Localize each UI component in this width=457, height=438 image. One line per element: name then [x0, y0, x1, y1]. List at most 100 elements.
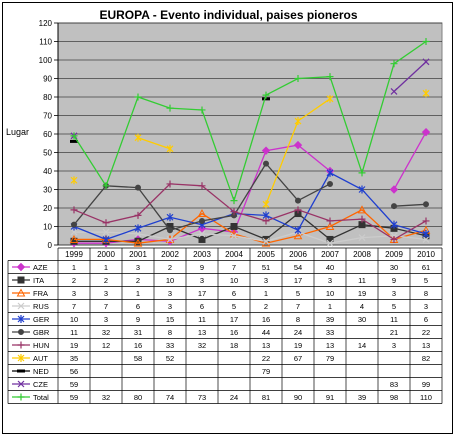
- series-rus-table-value: 5: [232, 302, 236, 311]
- series-rus-table-value: 2: [264, 302, 268, 311]
- series-aze-legend-name: AZE: [33, 263, 48, 272]
- series-hun-point: [230, 208, 238, 216]
- series-hun-table-value: 33: [166, 341, 174, 350]
- series-rus-table-value: 7: [72, 302, 76, 311]
- series-gbr-table-value: 21: [390, 328, 398, 337]
- series-gbr-point: [327, 180, 333, 187]
- series-fra-table-value: 8: [424, 289, 428, 298]
- series-total-line: [73, 40, 427, 203]
- series-cze-point: [422, 58, 430, 66]
- series-aut-legend-point: [17, 354, 25, 362]
- series-aze-point: [421, 127, 431, 137]
- series-rus-line: [74, 231, 427, 244]
- series-fra-table-value: 3: [104, 289, 108, 298]
- series-aut-legend-name: AUT: [33, 354, 48, 363]
- series-ita-point: [198, 235, 206, 243]
- series-gbr-point: [167, 227, 173, 234]
- series-hun-table-value: 19: [70, 341, 78, 350]
- series-fra-table-value: 3: [72, 289, 76, 298]
- series-hun-table-value: 13: [262, 341, 270, 350]
- series-fra-legend-point: [16, 288, 26, 297]
- series-gbr-point: [423, 201, 429, 208]
- y-tick-label: 40: [43, 167, 52, 176]
- series-aze-point: [389, 185, 399, 194]
- series-gbr-legend-point: [18, 329, 24, 335]
- x-tick-label: 2006: [289, 250, 307, 259]
- series-aut-point: [134, 133, 142, 142]
- series-ger-point: [294, 226, 302, 235]
- x-tick-label: 2008: [353, 250, 371, 259]
- series-ita-legend-point: [17, 276, 25, 284]
- series-ita-table-value: 3: [264, 276, 268, 285]
- series-ger-table-value: 8: [296, 315, 300, 324]
- series-ger-point: [422, 229, 430, 238]
- series-ita-table-value: 9: [392, 276, 396, 285]
- series-ita-table-value: 2: [136, 276, 140, 285]
- series-cze-line: [393, 61, 427, 92]
- series-fra-point: [197, 208, 207, 218]
- y-tick-label: 120: [39, 19, 53, 28]
- series-hun-table-value: 16: [134, 341, 142, 350]
- series-aze-table-value: 9: [200, 263, 204, 272]
- series-ger-table-value: 30: [358, 315, 366, 324]
- series-rus-legend-point: [17, 302, 25, 310]
- series-ger-table-value: 11: [198, 315, 206, 324]
- series-rus-table-value: 7: [104, 302, 108, 311]
- series-gbr-table-value: 8: [168, 328, 172, 337]
- series-hun-point: [70, 206, 78, 214]
- series-aze-legend-point: [16, 262, 26, 272]
- series-gbr-table-value: 31: [134, 328, 142, 337]
- series-aut-point: [294, 117, 302, 126]
- series-ger-table-value: 16: [262, 315, 270, 324]
- series-rus-table-value: 6: [136, 302, 140, 311]
- series-gbr-table-value: 24: [294, 328, 302, 337]
- series-ita-table-value: 3: [200, 276, 204, 285]
- series-ita-table-value: 17: [294, 276, 302, 285]
- series-aut-table-value: 58: [134, 354, 142, 363]
- series-gbr-table-value: 11: [70, 328, 78, 337]
- series-rus-table-value: 3: [168, 302, 172, 311]
- series-gbr-point: [71, 221, 77, 228]
- series-gbr-point: [263, 160, 269, 167]
- series-aut-point: [326, 94, 334, 103]
- series-ned-legend-point: [17, 369, 25, 373]
- series-gbr-point: [135, 184, 141, 191]
- series-fra-table-value: 5: [296, 289, 300, 298]
- series-ger-point: [134, 224, 142, 233]
- series-hun-point: [262, 217, 270, 225]
- x-tick-label: 1999: [65, 250, 83, 259]
- series-hun-point: [358, 215, 366, 223]
- y-tick-label: 90: [43, 75, 52, 84]
- series-aze-point: [261, 146, 271, 155]
- series-total-table-value: 90: [294, 393, 302, 402]
- series-fra-point: [69, 234, 79, 243]
- series-ger-table-value: 39: [326, 315, 334, 324]
- series-gbr-legend-name: GBR: [33, 328, 50, 337]
- series-total-table-value: 32: [102, 393, 110, 402]
- x-tick-label: 2003: [193, 250, 211, 259]
- series-rus-table-value: 1: [328, 302, 332, 311]
- series-fra-table-value: 3: [168, 289, 172, 298]
- series-ita-point: [230, 223, 238, 230]
- y-tick-label: 10: [43, 223, 52, 232]
- series-hun-point: [422, 217, 430, 225]
- series-aut-table-value: 82: [422, 354, 430, 363]
- series-total-point: [102, 182, 110, 190]
- series-ita-table-value: 5: [424, 276, 428, 285]
- series-rus-point: [70, 228, 78, 236]
- series-gbr-point: [295, 197, 301, 204]
- x-tick-label: 2010: [417, 250, 435, 259]
- series-rus-legend-name: RUS: [33, 302, 49, 311]
- series-hun-point: [198, 182, 206, 190]
- series-fra-point: [293, 231, 303, 240]
- series-ned-point: [262, 97, 270, 101]
- series-ger-legend-name: GER: [33, 315, 50, 324]
- series-rus-point: [358, 234, 366, 242]
- series-rus-table-value: 5: [392, 302, 396, 311]
- series-cze-legend-point: [17, 380, 25, 388]
- series-aze-table-value: 54: [294, 263, 302, 272]
- series-ita-table-value: 2: [72, 276, 76, 285]
- series-hun-table-value: 18: [230, 341, 238, 350]
- series-ger-point: [358, 185, 366, 194]
- y-tick-label: 50: [43, 149, 52, 158]
